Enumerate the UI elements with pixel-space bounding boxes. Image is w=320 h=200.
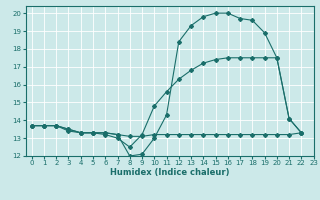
X-axis label: Humidex (Indice chaleur): Humidex (Indice chaleur) — [110, 168, 229, 177]
